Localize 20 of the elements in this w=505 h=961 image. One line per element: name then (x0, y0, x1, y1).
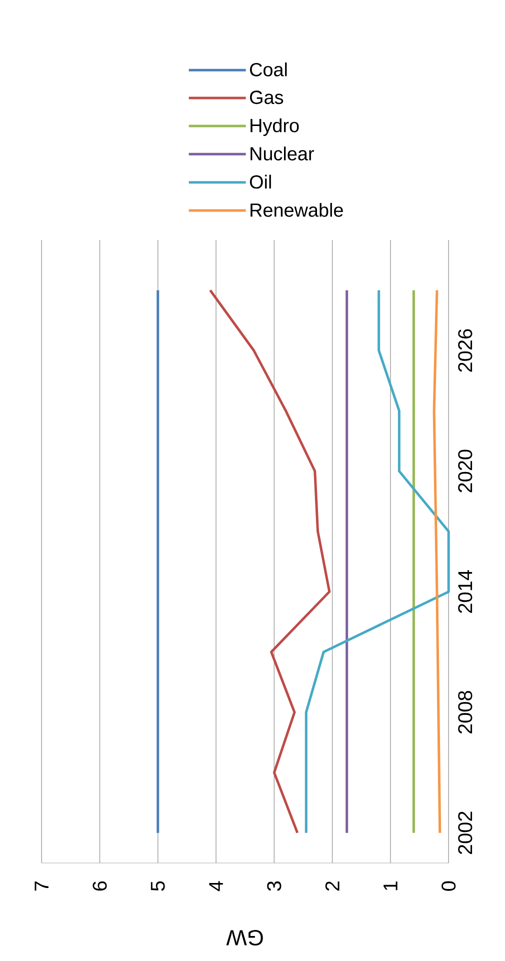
x-tick-label: 2 (326, 882, 340, 891)
y-tick-label: 2020 (458, 450, 472, 492)
x-tick-label: 4 (209, 881, 224, 892)
legend-label: Nuclear (250, 146, 314, 160)
x-tick-label: 3 (267, 881, 282, 891)
y-tick-label: 2026 (458, 329, 472, 372)
y-tick-label: 2014 (458, 570, 472, 613)
x-tick-label: 6 (92, 881, 107, 891)
legend-label: Hydro (250, 118, 299, 136)
legend-label: Renewable (250, 202, 344, 217)
x-tick-label: 0 (442, 881, 456, 891)
y-tick-label: 2002 (458, 812, 472, 854)
x-tick-label: 5 (151, 881, 166, 891)
y-tick-label: 2008 (458, 690, 472, 734)
x-tick-label: 1 (384, 881, 398, 890)
legend-label: Gas (250, 90, 284, 104)
legend-label: Oil (250, 174, 272, 189)
x-tick-label: 7 (34, 882, 49, 891)
legend-label: Coal (250, 62, 287, 76)
x-axis-title: GW (226, 930, 264, 946)
